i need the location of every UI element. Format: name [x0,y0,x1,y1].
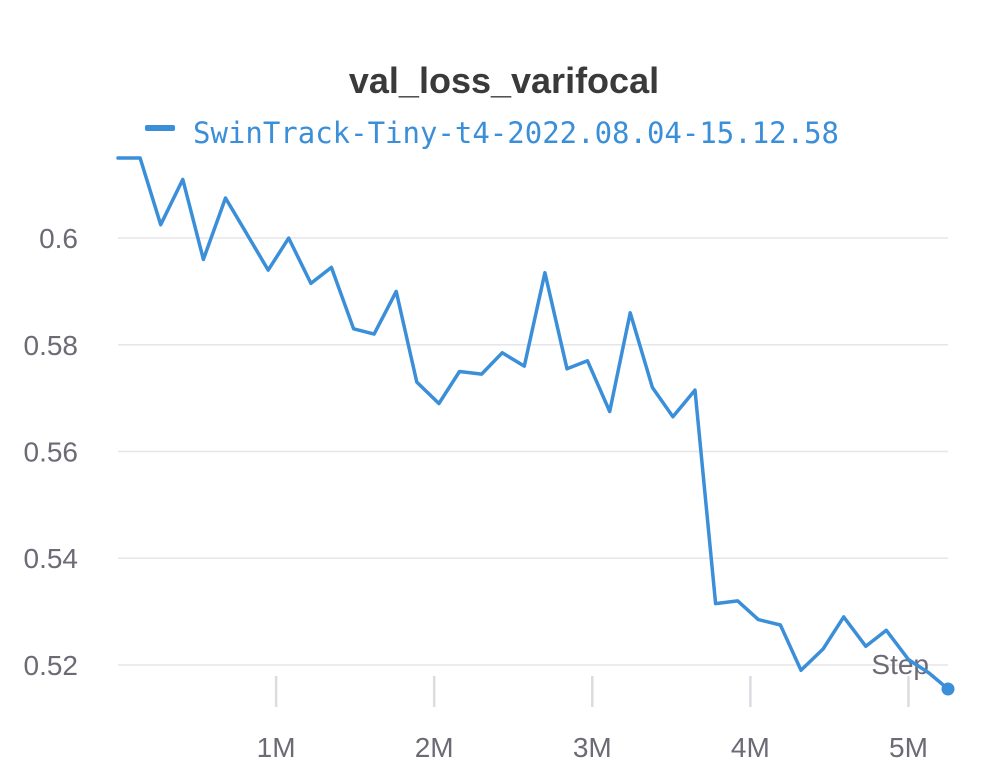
x-tick-label: 2M [415,732,454,763]
chart-title: val_loss_varifocal [349,60,659,101]
series-line[interactable] [116,156,950,691]
y-tick-label: 0.54 [24,543,79,574]
y-tick-label: 0.52 [24,650,79,681]
y-tick-label: 0.6 [39,223,78,254]
series-end-point[interactable] [941,682,955,696]
y-tick-label: 0.58 [24,330,79,361]
y-axis: 0.52 0.54 0.56 0.58 0.6 [24,223,79,681]
x-tick-label: 3M [573,732,612,763]
y-tick-label: 0.56 [24,437,79,468]
legend-swatch [145,125,175,131]
x-tick-label: 1M [257,732,296,763]
legend-label: SwinTrack-Tiny-t4-2022.08.04-15.12.58 [193,116,839,150]
legend[interactable]: SwinTrack-Tiny-t4-2022.08.04-15.12.58 [145,116,839,150]
x-axis: 1M 2M 3M 4M 5M [257,676,928,763]
grid-lines [118,237,948,666]
x-axis-title: Step [871,649,929,680]
x-tick-label: 4M [731,732,770,763]
x-tick-label: 5M [889,732,928,763]
series-group[interactable] [116,156,955,696]
